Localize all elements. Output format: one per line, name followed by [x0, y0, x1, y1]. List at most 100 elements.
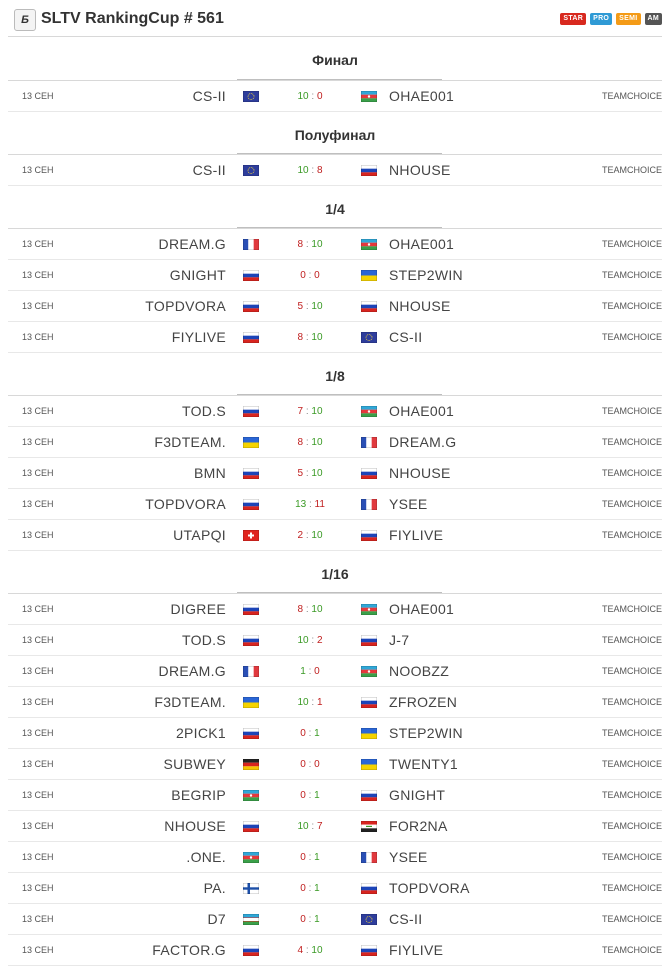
team2-name[interactable]: OHAE001 [389, 88, 455, 104]
match-row[interactable]: 13 СЕН SUBWEY 0 : 0 TWENTY1 TEAMCHOICE [8, 749, 662, 780]
team1-name[interactable]: PA. [203, 880, 226, 896]
match-score[interactable]: 13 : 11 [278, 499, 342, 510]
team1-name[interactable]: FIYLIVE [171, 329, 226, 345]
match-score[interactable]: 8 : 10 [278, 332, 342, 343]
match-score[interactable]: 1 : 0 [278, 666, 342, 677]
match-score[interactable]: 0 : 1 [278, 790, 342, 801]
team2-name[interactable]: NHOUSE [389, 298, 451, 314]
match-score[interactable]: 10 : 8 [278, 165, 342, 176]
match-score[interactable]: 8 : 10 [278, 239, 342, 250]
match-row[interactable]: 13 СЕН BEGRIP 0 : 1 GNIGHT TEAMCHOICE [8, 780, 662, 811]
match-row[interactable]: 13 СЕН CS-II 10 : 0 OHAE001 TEAMCHOICE [8, 81, 662, 112]
match-score[interactable]: 10 : 1 [278, 697, 342, 708]
team2-name[interactable]: YSEE [389, 496, 428, 512]
match-row[interactable]: 13 СЕН F3DTEAM. 10 : 1 ZFROZEN TEAMCHOICE [8, 687, 662, 718]
team2-name[interactable]: ZFROZEN [389, 694, 458, 710]
team2-name[interactable]: NHOUSE [389, 465, 451, 481]
team1-name[interactable]: UTAPQI [173, 527, 226, 543]
team2-name[interactable]: OHAE001 [389, 403, 455, 419]
team1-name[interactable]: F3DTEAM. [154, 694, 226, 710]
match-row[interactable]: 13 СЕН BMN 5 : 10 NHOUSE TEAMCHOICE [8, 458, 662, 489]
match-score[interactable]: 10 : 2 [278, 635, 342, 646]
team1-name[interactable]: BMN [193, 465, 226, 481]
team1-name[interactable]: NHOUSE [164, 818, 226, 834]
match-row[interactable]: 13 СЕН FIYLIVE 8 : 10 CS-II TEAMCHOICE [8, 322, 662, 353]
match-row[interactable]: 13 СЕН PA. 0 : 1 TOPDVORA TEAMCHOICE [8, 873, 662, 904]
team1-name[interactable]: D7 [207, 911, 226, 927]
match-row[interactable]: 13 СЕН F3DTEAM. 8 : 10 DREAM.G TEAMCHOICE [8, 427, 662, 458]
badge-am[interactable]: AM [644, 13, 662, 25]
team1-name[interactable]: TOD.S [181, 632, 226, 648]
match-score[interactable]: 0 : 1 [278, 883, 342, 894]
match-row[interactable]: 13 СЕН NHOUSE 10 : 7 FOR2NA TEAMCHOICE [8, 811, 662, 842]
match-score[interactable]: 0 : 1 [278, 914, 342, 925]
team2-score: 1 [314, 728, 320, 739]
team2-name[interactable]: NHOUSE [389, 162, 451, 178]
team1-name[interactable]: DIGREE [170, 601, 226, 617]
team1-name[interactable]: BEGRIP [171, 787, 226, 803]
sltv-logo-icon[interactable]: Б [14, 9, 36, 31]
team2-name[interactable]: STEP2WIN [389, 267, 463, 283]
match-score[interactable]: 0 : 0 [278, 270, 342, 281]
match-row[interactable]: 13 СЕН DIGREE 8 : 10 OHAE001 TEAMCHOICE [8, 594, 662, 625]
match-score[interactable]: 8 : 10 [278, 437, 342, 448]
match-score[interactable]: 10 : 7 [278, 821, 342, 832]
match-row[interactable]: 13 СЕН D7 0 : 1 CS-II TEAMCHOICE [8, 904, 662, 935]
match-row[interactable]: 13 СЕН DREAM.G 8 : 10 OHAE001 TEAMCHOICE [8, 229, 662, 260]
team2-name[interactable]: YSEE [389, 849, 428, 865]
team2-name[interactable]: CS-II [389, 329, 423, 345]
match-score[interactable]: 0 : 0 [278, 759, 342, 770]
team2-name[interactable]: STEP2WIN [389, 725, 463, 741]
team1-name[interactable]: FACTOR.G [152, 942, 226, 958]
badge-pro[interactable]: PRO [590, 13, 613, 25]
stage-header: Финал [8, 37, 662, 81]
match-row[interactable]: 13 СЕН TOD.S 10 : 2 J-7 TEAMCHOICE [8, 625, 662, 656]
badge-semi[interactable]: SEMI [616, 13, 641, 25]
match-score[interactable]: 5 : 10 [278, 301, 342, 312]
team1-name[interactable]: SUBWEY [163, 756, 226, 772]
match-row[interactable]: 13 СЕН 2PICK1 0 : 1 STEP2WIN TEAMCHOICE [8, 718, 662, 749]
team2-name[interactable]: FOR2NA [389, 818, 448, 834]
team2-name[interactable]: NOOBZZ [389, 663, 450, 679]
team1-name[interactable]: CS-II [192, 162, 226, 178]
team1-name[interactable]: TOPDVORA [145, 298, 226, 314]
team2-name[interactable]: FIYLIVE [389, 527, 444, 543]
team1-name[interactable]: F3DTEAM. [154, 434, 226, 450]
match-score[interactable]: 7 : 10 [278, 406, 342, 417]
team2-name[interactable]: TWENTY1 [389, 756, 458, 772]
match-row[interactable]: 13 СЕН TOPDVORA 13 : 11 YSEE TEAMCHOICE [8, 489, 662, 520]
team1-name[interactable]: 2PICK1 [175, 725, 226, 741]
team1-name[interactable]: DREAM.G [158, 236, 226, 252]
match-row[interactable]: 13 СЕН DREAM.G 1 : 0 NOOBZZ TEAMCHOICE [8, 656, 662, 687]
match-score[interactable]: 8 : 10 [278, 604, 342, 615]
match-score[interactable]: 10 : 0 [278, 91, 342, 102]
team2-name[interactable]: FIYLIVE [389, 942, 444, 958]
team1-name[interactable]: CS-II [192, 88, 226, 104]
team1-name[interactable]: .ONE. [186, 849, 226, 865]
match-row[interactable]: 13 СЕН GNIGHT 0 : 0 STEP2WIN TEAMCHOICE [8, 260, 662, 291]
match-row[interactable]: 13 СЕН TOPDVORA 5 : 10 NHOUSE TEAMCHOICE [8, 291, 662, 322]
team2-name[interactable]: J-7 [389, 632, 410, 648]
match-score[interactable]: 4 : 10 [278, 945, 342, 956]
match-row[interactable]: 13 СЕН TOD.S 7 : 10 OHAE001 TEAMCHOICE [8, 396, 662, 427]
match-score[interactable]: 0 : 1 [278, 728, 342, 739]
team2-name[interactable]: CS-II [389, 911, 423, 927]
team1-name[interactable]: TOD.S [181, 403, 226, 419]
match-row[interactable]: 13 СЕН UTAPQI 2 : 10 FIYLIVE TEAMCHOICE [8, 520, 662, 551]
team2-name[interactable]: DREAM.G [389, 434, 457, 450]
match-row[interactable]: 13 СЕН .ONE. 0 : 1 YSEE TEAMCHOICE [8, 842, 662, 873]
match-score[interactable]: 5 : 10 [278, 468, 342, 479]
team1-name[interactable]: GNIGHT [169, 267, 226, 283]
team1-name[interactable]: TOPDVORA [145, 496, 226, 512]
team2-name[interactable]: GNIGHT [389, 787, 446, 803]
team2-name[interactable]: OHAE001 [389, 601, 455, 617]
team2-name[interactable]: OHAE001 [389, 236, 455, 252]
match-score[interactable]: 0 : 1 [278, 852, 342, 863]
match-score[interactable]: 2 : 10 [278, 530, 342, 541]
team2-name[interactable]: TOPDVORA [389, 880, 470, 896]
match-row[interactable]: 13 СЕН CS-II 10 : 8 NHOUSE TEAMCHOICE [8, 155, 662, 186]
team2-flag-icon [361, 604, 377, 615]
team1-name[interactable]: DREAM.G [158, 663, 226, 679]
match-row[interactable]: 13 СЕН FACTOR.G 4 : 10 FIYLIVE TEAMCHOICE [8, 935, 662, 966]
badge-star[interactable]: STAR [560, 13, 587, 25]
